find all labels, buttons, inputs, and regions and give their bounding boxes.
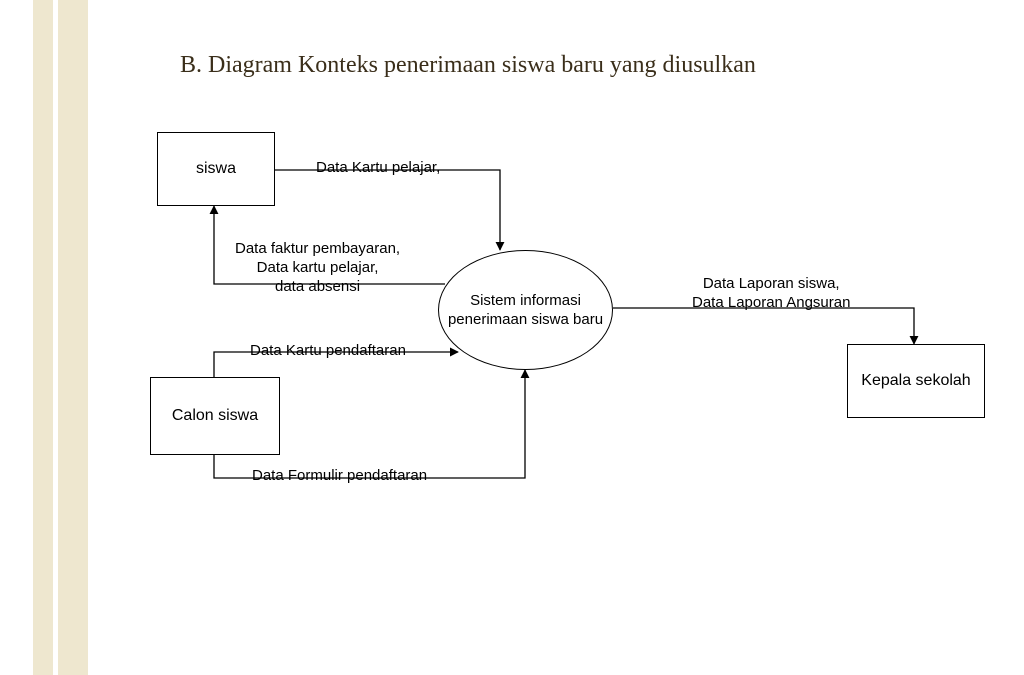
entity-kepala-sekolah: Kepala sekolah bbox=[847, 344, 985, 418]
edge-label-calon-top: Data Kartu pendaftaran bbox=[250, 342, 406, 361]
entity-label: Kepala sekolah bbox=[861, 372, 970, 390]
decor-bar-1 bbox=[33, 0, 53, 675]
edge-label-process-to-kepala: Data Laporan siswa,Data Laporan Angsuran bbox=[692, 275, 850, 313]
edge-label-siswa-to-process: Data Kartu pelajar, bbox=[316, 159, 440, 178]
entity-label: Calon siswa bbox=[172, 407, 258, 425]
entity-siswa: siswa bbox=[157, 132, 275, 206]
process-label: Sistem informasipenerimaan siswa baru bbox=[448, 291, 603, 330]
edge-label-calon-bottom: Data Formulir pendaftaran bbox=[252, 467, 427, 486]
entity-label: siswa bbox=[196, 160, 236, 178]
entity-calon-siswa: Calon siswa bbox=[150, 377, 280, 455]
decor-bar-2 bbox=[58, 0, 88, 675]
page-title: B. Diagram Konteks penerimaan siswa baru… bbox=[180, 52, 756, 79]
process-sistem-informasi: Sistem informasipenerimaan siswa baru bbox=[438, 250, 613, 370]
edge-label-process-to-siswa: Data faktur pembayaran,Data kartu pelaja… bbox=[235, 240, 400, 296]
